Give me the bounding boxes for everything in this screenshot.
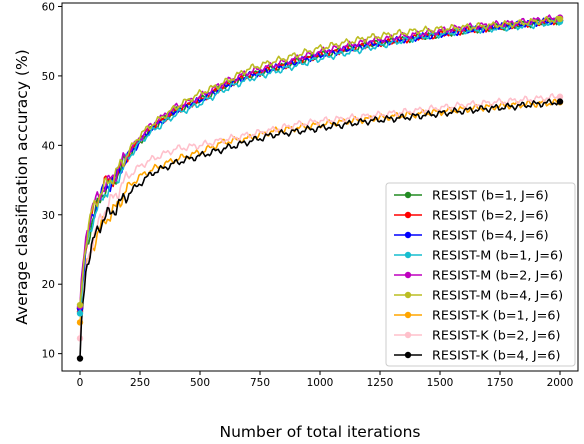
legend-marker (405, 312, 411, 318)
x-tick-label: 250 (130, 377, 150, 389)
series-end-point (557, 16, 563, 22)
legend-label: RESIST-K (b=4, J=6) (432, 349, 560, 364)
legend-marker (405, 192, 411, 198)
legend-marker (405, 232, 411, 238)
legend-marker (405, 212, 411, 218)
x-tick-label: 0 (77, 377, 84, 389)
x-tick-label: 1000 (307, 377, 334, 389)
legend-marker (405, 352, 411, 358)
y-tick-label: 40 (42, 140, 55, 152)
y-tick-label: 60 (42, 1, 55, 13)
series-start-point (77, 302, 83, 308)
series-start-point (77, 310, 83, 316)
legend-marker (405, 332, 411, 338)
legend-label: RESIST-K (b=1, J=6) (432, 309, 560, 324)
x-tick-label: 2000 (547, 377, 574, 389)
series-end-point (557, 98, 563, 104)
legend-label: RESIST (b=2, J=6) (432, 209, 549, 224)
legend-marker (405, 272, 411, 278)
x-axis-label: Number of total iterations (220, 423, 421, 441)
series-start-point (77, 355, 83, 361)
legend-marker (405, 252, 411, 258)
y-axis-label: Average classification accuracy (%) (13, 49, 31, 324)
x-tick-label: 500 (190, 377, 210, 389)
x-tick-label: 1500 (427, 377, 454, 389)
legend-label: RESIST-M (b=2, J=6) (432, 269, 563, 284)
legend-label: RESIST-M (b=4, J=6) (432, 289, 563, 304)
x-tick-label: 750 (250, 377, 270, 389)
legend-label: RESIST-K (b=2, J=6) (432, 329, 560, 344)
legend-label: RESIST-M (b=1, J=6) (432, 249, 563, 264)
y-tick-label: 30 (42, 210, 55, 222)
x-tick-label: 1250 (367, 377, 394, 389)
legend: RESIST (b=1, J=6) RESIST (b=2, J=6) RESIST… (386, 183, 575, 366)
y-tick-label: 20 (42, 279, 55, 291)
x-tick-label: 1750 (487, 377, 514, 389)
legend-marker (405, 292, 411, 298)
legend-label: RESIST (b=4, J=6) (432, 229, 549, 244)
y-tick-label: 50 (42, 71, 55, 83)
legend-label: RESIST (b=1, J=6) (432, 189, 549, 204)
y-tick-label: 10 (42, 349, 55, 361)
